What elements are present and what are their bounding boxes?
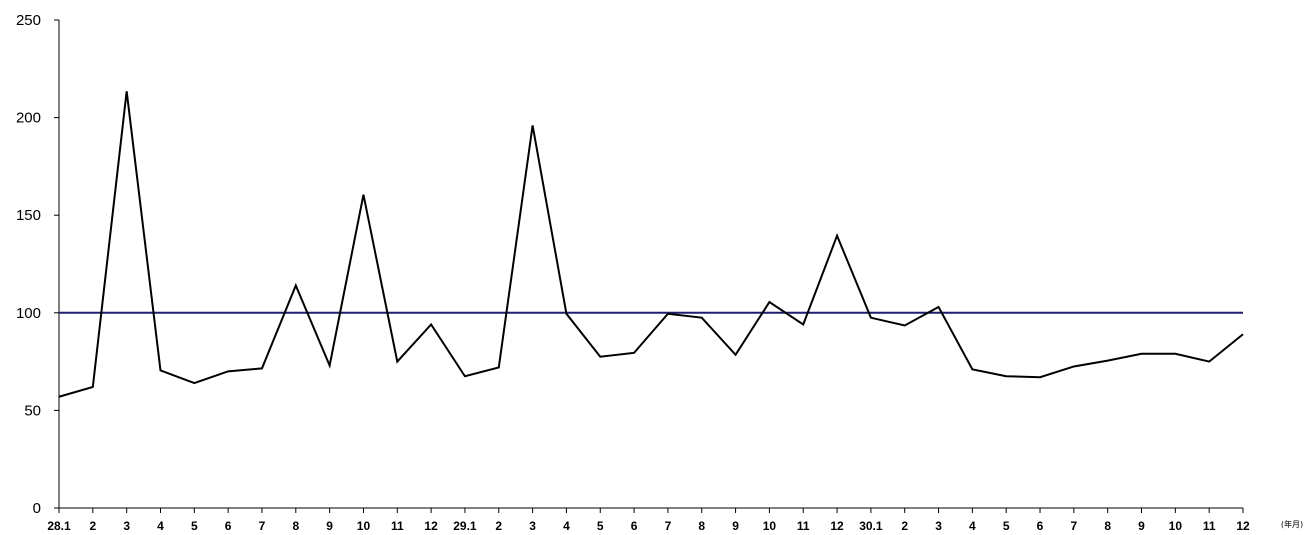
x-tick-label: 10 — [357, 519, 371, 533]
x-tick-label: 6 — [1037, 519, 1044, 533]
y-tick-label: 100 — [16, 305, 41, 322]
x-tick-label: 28.1 — [47, 519, 71, 533]
x-tick-label: 11 — [391, 519, 404, 533]
x-tick-label: 7 — [259, 519, 266, 533]
x-tick-label: 4 — [563, 519, 570, 533]
x-tick-label: 3 — [529, 519, 536, 533]
x-tick-label: 3 — [123, 519, 130, 533]
x-tick-label: 30.1 — [859, 519, 883, 533]
x-tick-label: 11 — [1203, 519, 1216, 533]
x-tick-label: 8 — [292, 519, 299, 533]
x-tick-label: 5 — [597, 519, 604, 533]
x-tick-label: 3 — [935, 519, 942, 533]
x-tick-label: 9 — [732, 519, 739, 533]
axes — [54, 19, 1244, 513]
y-tick-label: 50 — [24, 402, 41, 419]
tick-labels: 0 50 100 150 200 250 28.1 2 3 4 5 6 7 8 9 10 11 12 29.1 2 3 4… — [16, 12, 1303, 533]
x-tick-label: 11 — [797, 519, 810, 533]
x-tick-label: 10 — [763, 519, 777, 533]
x-tick-label: 6 — [225, 519, 232, 533]
x-tick-label: 10 — [1169, 519, 1183, 533]
x-tick-label: 9 — [326, 519, 333, 533]
y-tick-label: 150 — [16, 207, 41, 224]
x-tick-label: 8 — [698, 519, 705, 533]
x-tick-label: 12 — [1236, 519, 1250, 533]
x-tick-label: 7 — [1071, 519, 1078, 533]
y-tick-label: 250 — [16, 12, 41, 29]
x-tick-label: 7 — [665, 519, 672, 533]
x-tick-label: 5 — [1003, 519, 1010, 533]
x-tick-label: 2 — [89, 519, 96, 533]
x-tick-label: 4 — [157, 519, 164, 533]
x-tick-label: 2 — [901, 519, 908, 533]
x-axis-unit-label: (年月) — [1281, 519, 1303, 529]
x-tick-label: 4 — [969, 519, 976, 533]
x-tick-label: 6 — [631, 519, 638, 533]
x-tick-label: 29.1 — [453, 519, 477, 533]
x-tick-label: 2 — [495, 519, 502, 533]
x-tick-label: 12 — [424, 519, 438, 533]
x-tick-label: 9 — [1138, 519, 1145, 533]
x-tick-label: 5 — [191, 519, 198, 533]
y-tick-label: 200 — [16, 110, 41, 127]
x-tick-label: 12 — [830, 519, 844, 533]
x-tick-label: 8 — [1104, 519, 1111, 533]
y-tick-label: 0 — [33, 500, 41, 517]
series-lines — [58, 91, 1244, 398]
series-line-index — [58, 91, 1244, 398]
